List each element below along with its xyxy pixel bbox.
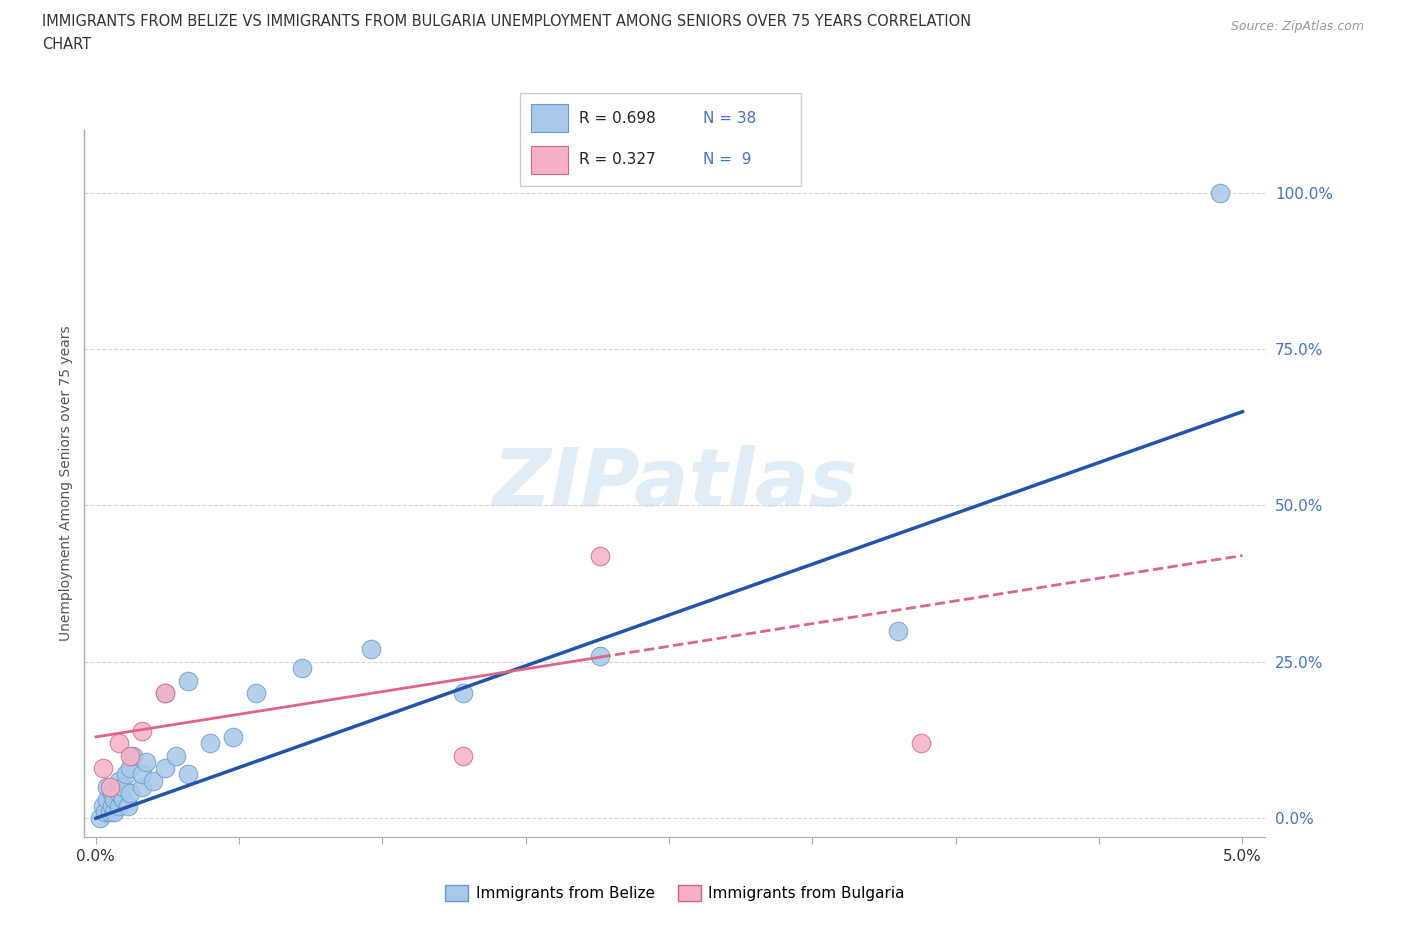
- Point: [135, 754, 157, 769]
- Text: CHART: CHART: [42, 37, 91, 52]
- Point: [176, 673, 198, 688]
- Point: [360, 642, 382, 657]
- Point: [101, 786, 124, 801]
- Point: [153, 685, 176, 700]
- Point: [103, 804, 125, 819]
- Point: [98, 804, 121, 819]
- Bar: [531, 146, 568, 174]
- Point: [91, 761, 114, 776]
- Point: [107, 736, 129, 751]
- Point: [112, 779, 135, 794]
- Point: [121, 749, 143, 764]
- Point: [114, 767, 136, 782]
- Text: ZIPatlas: ZIPatlas: [492, 445, 858, 523]
- Point: [112, 792, 135, 807]
- Point: [91, 798, 114, 813]
- Point: [94, 804, 117, 819]
- Point: [131, 724, 153, 738]
- Legend: Immigrants from Belize, Immigrants from Bulgaria: Immigrants from Belize, Immigrants from …: [439, 879, 911, 907]
- Point: [887, 623, 910, 638]
- Point: [451, 685, 474, 700]
- Point: [910, 736, 932, 751]
- Point: [1208, 185, 1230, 200]
- Point: [120, 761, 142, 776]
- Point: [245, 685, 267, 700]
- Point: [131, 779, 153, 794]
- Text: Source: ZipAtlas.com: Source: ZipAtlas.com: [1230, 20, 1364, 33]
- Point: [107, 773, 129, 788]
- Text: N = 38: N = 38: [703, 111, 756, 126]
- Point: [153, 761, 176, 776]
- Point: [103, 792, 125, 807]
- Point: [107, 786, 129, 801]
- Text: R = 0.327: R = 0.327: [579, 153, 655, 167]
- Text: N =  9: N = 9: [703, 153, 751, 167]
- Text: R = 0.698: R = 0.698: [579, 111, 657, 126]
- Text: IMMIGRANTS FROM BELIZE VS IMMIGRANTS FROM BULGARIA UNEMPLOYMENT AMONG SENIORS OV: IMMIGRANTS FROM BELIZE VS IMMIGRANTS FRO…: [42, 14, 972, 29]
- Point: [165, 749, 187, 764]
- Point: [101, 798, 124, 813]
- Point: [589, 548, 612, 563]
- Point: [176, 767, 198, 782]
- Y-axis label: Unemployment Among Seniors over 75 years: Unemployment Among Seniors over 75 years: [59, 326, 73, 642]
- Point: [451, 749, 474, 764]
- Point: [291, 660, 314, 675]
- Point: [222, 729, 245, 744]
- Point: [200, 736, 222, 751]
- Point: [98, 779, 121, 794]
- Point: [589, 648, 612, 663]
- Point: [89, 811, 111, 826]
- Point: [120, 786, 142, 801]
- Point: [107, 798, 129, 813]
- Point: [96, 779, 118, 794]
- Point: [131, 767, 153, 782]
- Point: [117, 798, 139, 813]
- Point: [142, 773, 165, 788]
- Point: [120, 749, 142, 764]
- Bar: [531, 104, 568, 132]
- Point: [153, 685, 176, 700]
- Point: [96, 792, 118, 807]
